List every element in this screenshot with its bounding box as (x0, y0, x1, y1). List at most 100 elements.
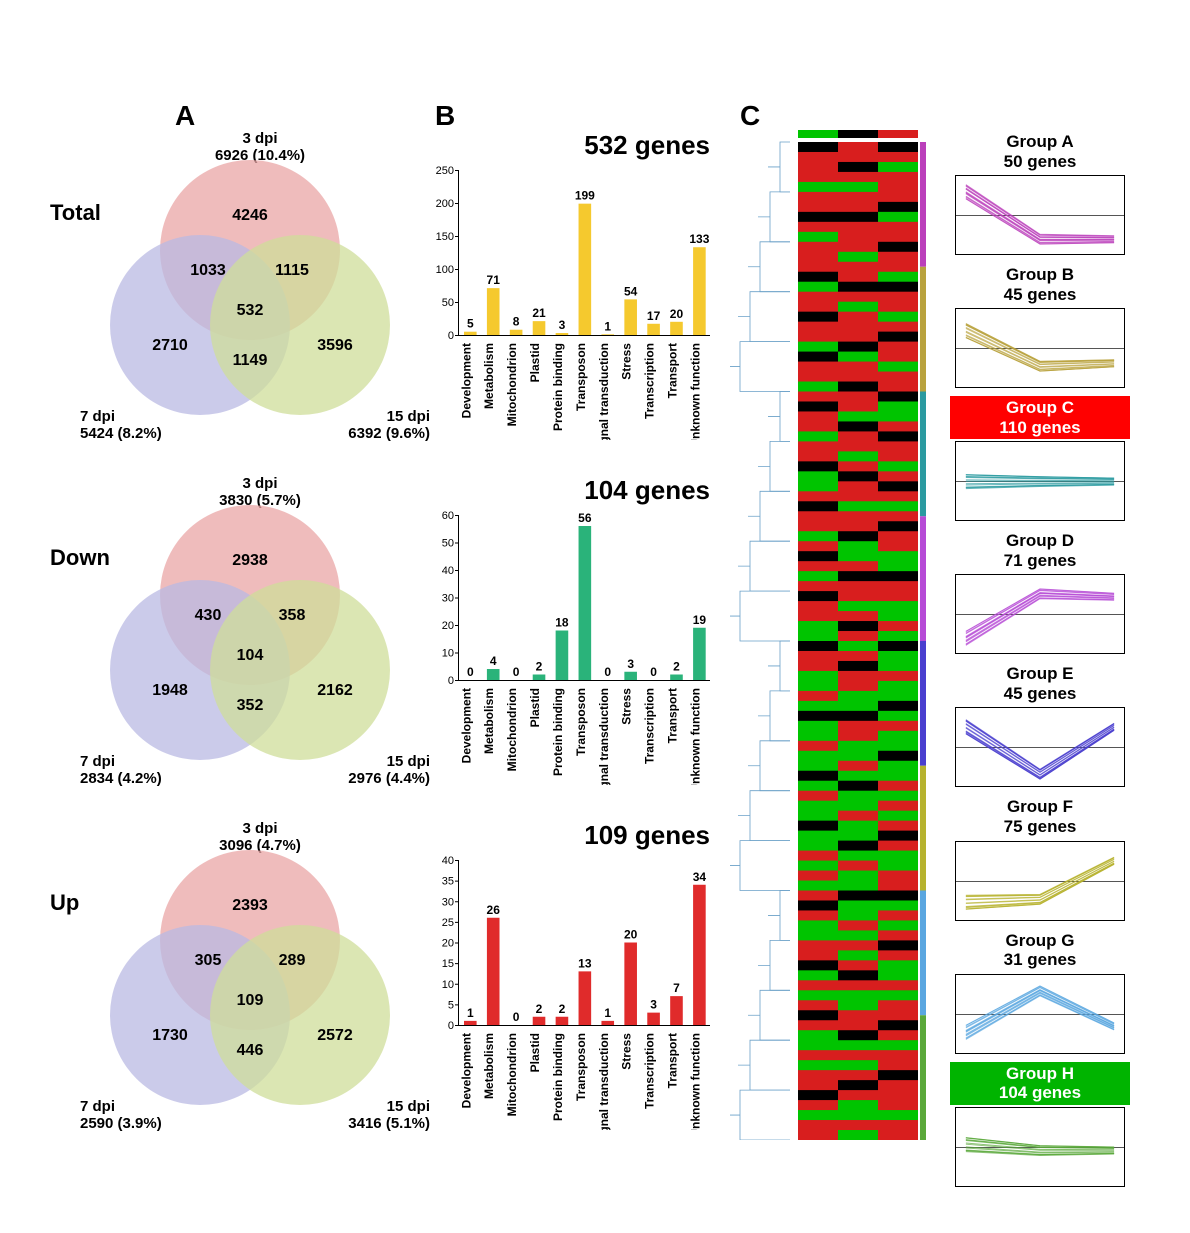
bar-category-label: Signal transduction (597, 1033, 611, 1130)
expression-group: Group A50 genes (950, 130, 1130, 255)
y-tick: 30 (442, 896, 454, 908)
expression-group: Group C110 genes (950, 396, 1130, 521)
bar-value-label: 1 (604, 319, 611, 333)
bar-title: 109 genes (584, 820, 710, 851)
bar-category-label: Transcription (643, 688, 657, 764)
group-label: Group E45 genes (950, 662, 1130, 705)
figure-wrap: A B C Total 3 dpi6926 (10.4%) 7 dpi5424 … (60, 120, 1140, 1180)
bar (624, 943, 637, 1026)
bar-category-label: Plastid (528, 688, 542, 727)
expression-group: Group E45 genes (950, 662, 1130, 787)
y-tick: 200 (436, 198, 454, 210)
bar-category-label: Unknown function (688, 343, 702, 440)
bar-value-label: 2 (536, 660, 543, 674)
bar-category-label: Transcription (643, 1033, 657, 1109)
bar-value-label: 21 (532, 306, 546, 320)
venn-top-only: 4246 (232, 207, 268, 224)
bar-category-label: Plastid (528, 1033, 542, 1072)
bar-value-label: 1 (467, 1006, 474, 1020)
bar-category-label: Development (459, 343, 473, 418)
bar-category-label: Plastid (528, 343, 542, 382)
y-tick: 250 (436, 165, 454, 177)
y-tick: 35 (442, 876, 454, 888)
venn-top-left: 305 (195, 952, 222, 969)
group-label: Group B45 genes (950, 263, 1130, 306)
y-tick: 40 (442, 565, 454, 577)
bar (693, 628, 706, 680)
bar-value-label: 20 (624, 928, 638, 942)
bar-value-label: 3 (559, 318, 566, 332)
bar (693, 247, 706, 335)
venn-right-only: 3596 (317, 337, 353, 354)
venn-right-only: 2162 (317, 682, 353, 699)
y-tick: 10 (442, 979, 454, 991)
venn-top-right: 289 (279, 952, 306, 969)
bar (464, 332, 477, 335)
bar-category-label: Stress (620, 343, 634, 380)
venn-top-left: 1033 (190, 262, 226, 279)
venn-block-total: Total 3 dpi6926 (10.4%) 7 dpi5424 (8.2%)… (60, 120, 420, 450)
bar-value-label: 20 (670, 307, 684, 321)
bar-category-label: Transport (665, 1033, 679, 1088)
bar-category-label: Protein binding (551, 343, 565, 431)
y-tick: 5 (448, 999, 454, 1011)
venn-top-left: 430 (195, 607, 222, 624)
bar-title: 532 genes (584, 130, 710, 161)
bar-category-label: Development (459, 688, 473, 763)
bar (556, 1017, 569, 1025)
heatmap-with-dendrogram (730, 130, 930, 1140)
venn-left-right: 352 (237, 697, 264, 714)
venn-top-right: 358 (279, 607, 306, 624)
y-tick: 0 (448, 675, 454, 687)
bar-category-label: Stress (620, 1033, 634, 1070)
bar-category-label: Metabolism (482, 688, 496, 754)
expression-group: Group H104 genes (950, 1062, 1130, 1187)
y-tick: 0 (448, 330, 454, 342)
bar (556, 631, 569, 681)
bar-value-label: 4 (490, 654, 497, 668)
bar-category-label: Mitochondrion (505, 1033, 519, 1116)
group-expression-thumb (955, 574, 1125, 654)
y-tick: 0 (448, 1020, 454, 1032)
venn-block-up: Up 3 dpi3096 (4.7%) 7 dpi2590 (3.9%) 15 … (60, 810, 420, 1140)
bar-value-label: 2 (673, 660, 680, 674)
bar-block-up: 109 genes 05101520253035401Development26… (420, 810, 720, 1140)
bar (533, 675, 546, 681)
bar (556, 333, 569, 335)
bar-category-label: Unknown function (688, 688, 702, 785)
bar-value-label: 0 (513, 1010, 520, 1024)
y-tick: 10 (442, 648, 454, 660)
bar-value-label: 0 (467, 665, 474, 679)
bar-category-label: Transposon (574, 343, 588, 411)
bar (670, 322, 683, 335)
bar (693, 885, 706, 1025)
bar-title: 104 genes (584, 475, 710, 506)
y-tick: 30 (442, 593, 454, 605)
bar-value-label: 17 (647, 309, 661, 323)
group-expression-thumb (955, 841, 1125, 921)
y-tick: 20 (442, 620, 454, 632)
y-tick: 60 (442, 510, 454, 522)
bar-category-label: Signal transduction (597, 688, 611, 785)
y-tick: 50 (442, 297, 454, 309)
bar-category-label: Signal transduction (597, 343, 611, 440)
bar (487, 669, 500, 680)
expression-group: Group G31 genes (950, 929, 1130, 1054)
venn-center: 532 (237, 302, 264, 319)
bar (579, 204, 592, 335)
bar-block-total: 532 genes 0501001502002505Development71M… (420, 120, 720, 450)
expression-group: Group F75 genes (950, 795, 1130, 920)
bar-category-label: Mitochondrion (505, 688, 519, 771)
bar-value-label: 5 (467, 317, 474, 331)
bar-category-label: Development (459, 1033, 473, 1108)
y-tick: 150 (436, 231, 454, 243)
bar (510, 330, 523, 335)
bar-value-label: 133 (689, 232, 709, 246)
expression-group-column: Group A50 genes Group B45 genes Group C110… (950, 130, 1130, 1195)
bar (533, 321, 546, 335)
bar (601, 334, 614, 335)
expression-group: Group B45 genes (950, 263, 1130, 388)
bar-value-label: 54 (624, 284, 638, 298)
venn-left-only: 2710 (152, 337, 188, 354)
y-tick: 40 (442, 855, 454, 867)
